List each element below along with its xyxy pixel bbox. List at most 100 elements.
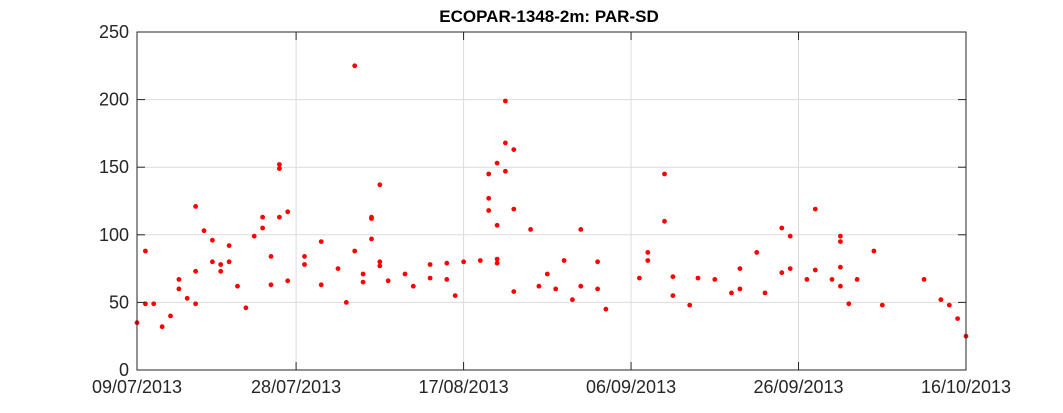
data-point [946,302,952,308]
data-point [846,301,852,307]
data-point [729,290,734,296]
data-point [377,263,383,269]
data-point [871,248,877,254]
data-point [528,227,533,232]
data-point [218,268,224,274]
data-point [251,233,257,239]
data-point [503,168,508,174]
data-point [176,277,182,282]
data-point [168,313,173,319]
data-point [360,279,366,285]
plot-area-frame [136,31,967,371]
data-point [477,258,483,263]
data-point [637,275,642,281]
data-point [854,277,860,282]
data-point [561,258,567,263]
data-point [260,225,265,231]
data-point [184,295,190,301]
data-point [578,227,584,232]
data-point [226,243,232,249]
data-point [695,275,701,281]
data-point [779,225,785,231]
data-point [938,297,944,303]
x-tick-label: 17/08/2013 [419,377,509,397]
data-point [277,214,282,220]
data-point [662,171,667,177]
data-point [285,209,291,215]
data-point [595,259,600,265]
data-point [494,256,500,262]
data-point [360,271,366,277]
x-tick-label: 28/07/2013 [251,377,341,397]
data-point [427,275,433,281]
data-point [176,286,182,292]
x-axis-tick-labels: 09/07/2013 28/07/2013 17/08/2013 06/09/2013… [92,377,1011,397]
data-point [737,266,743,271]
y-tick-label: 100 [99,225,129,245]
data-point [226,259,232,265]
grid-lines [136,31,967,371]
data-point [536,283,542,289]
data-point [503,140,508,146]
data-point [260,214,265,220]
data-point [302,262,307,267]
y-tick-label: 200 [99,90,129,110]
data-point [595,286,600,292]
data-point [762,290,768,296]
data-point [235,283,240,289]
data-point [603,306,609,312]
data-point [210,259,215,265]
data-point [511,289,517,294]
data-point [838,239,843,245]
data-point [812,267,818,273]
data-point [343,300,349,305]
data-point [201,228,207,234]
x-tick-label: 16/10/2013 [921,377,1011,397]
data-point [444,260,450,266]
data-point [159,324,165,330]
y-tick-label: 150 [99,157,129,177]
data-point [210,237,215,243]
y-tick-label: 0 [119,360,129,380]
data-point [277,166,282,172]
data-point [369,236,374,242]
data-point [829,277,835,282]
data-point [921,277,927,282]
y-tick-label: 250 [99,22,129,42]
data-point [151,301,157,307]
data-point [486,171,492,177]
x-tick-label: 26/09/2013 [753,377,843,397]
data-point [754,250,760,255]
chart-title: ECOPAR-1348-2m: PAR-SD [439,7,658,26]
data-point [511,206,517,212]
data-point [494,160,500,166]
data-point [955,316,960,321]
data-point [570,297,575,303]
data-point [879,302,885,308]
data-point [377,259,383,265]
data-point [318,282,324,288]
data-point [268,282,274,288]
data-point [503,98,508,104]
data-point [410,283,416,289]
axis-ticks [136,31,967,371]
data-point [486,195,492,201]
data-point [553,286,559,292]
data-point [218,262,224,267]
y-axis-tick-labels: 0 50 100 150 200 250 [99,22,129,380]
data-point [377,182,383,188]
data-point [302,254,307,259]
data-point [277,162,282,167]
data-point [838,233,843,239]
data-point [838,264,843,270]
data-point [427,262,433,267]
data-point [511,147,517,153]
data-point [645,258,651,263]
data-point [444,277,450,282]
data-point [804,277,810,282]
data-point [494,260,500,266]
data-point [193,301,199,307]
data-point [461,259,466,265]
data-point [645,250,651,255]
